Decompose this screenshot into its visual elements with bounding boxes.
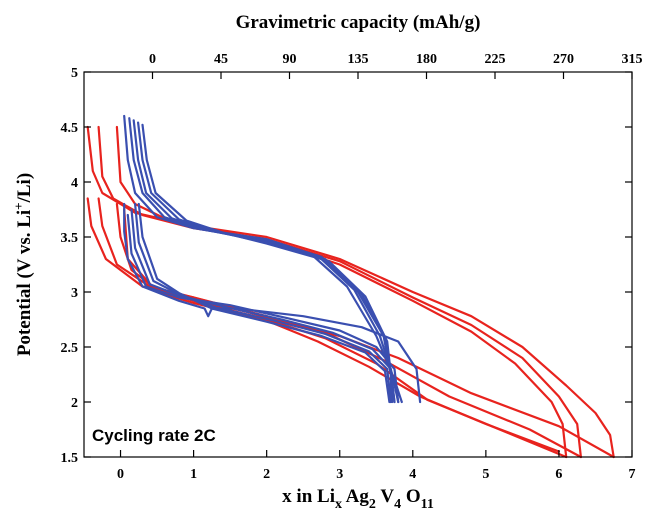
x2-tick-label: 45 [214, 52, 228, 67]
x2-tick-label: 0 [149, 52, 156, 67]
y-tick-label: 4.5 [61, 121, 79, 136]
x-axis-label-part: x in Li [282, 486, 335, 507]
series-line [115, 125, 568, 459]
x-tick-label: 4 [409, 467, 416, 482]
x-axis-label-part: 2 [369, 497, 376, 512]
series-line [86, 197, 615, 459]
series-line [123, 114, 403, 404]
x-tick-label: 7 [629, 467, 636, 482]
x-axis-label-part: 11 [421, 497, 434, 512]
series-line [128, 117, 400, 404]
y-tick-label: 5 [71, 66, 78, 81]
series-line [141, 123, 392, 404]
top-axis-label: Gravimetric capacity (mAh/g) [236, 12, 481, 33]
x-axis-label-part: O [401, 486, 421, 507]
y-axis-label: Potential (V vs. Li+/Li) [11, 173, 35, 356]
series-line [130, 208, 396, 404]
y-tick-label: 3 [71, 286, 78, 301]
x-axis-label-part: x [335, 497, 342, 512]
series-line [123, 208, 561, 453]
x-tick-label: 5 [482, 467, 489, 482]
series-line [134, 202, 392, 404]
x-axis-label: x in Lix Ag2 V4 O11 [282, 486, 434, 512]
y-tick-label: 2 [71, 396, 78, 411]
x2-tick-label: 90 [283, 52, 297, 67]
x-axis-label-part: V [376, 486, 394, 507]
cycling-rate-annotation: Cycling rate 2C [92, 426, 216, 445]
x-tick-label: 0 [117, 467, 124, 482]
x-tick-label: 2 [263, 467, 270, 482]
y-axis-label-part: /Li) [14, 173, 35, 204]
x-tick-label: 1 [190, 467, 197, 482]
y-tick-label: 1.5 [61, 451, 79, 466]
x-tick-label: 3 [336, 467, 343, 482]
y-tick-label: 2.5 [61, 341, 79, 356]
series-line [86, 125, 615, 459]
x2-tick-label: 135 [348, 52, 369, 67]
x2-tick-label: 180 [416, 52, 437, 67]
ticks: 0 1 2 3 4 5 6 70 45 90 135 180 225 270 3151.522.533.54… [61, 52, 643, 482]
x2-tick-label: 270 [553, 52, 574, 67]
x-axis-label-part: Ag [342, 486, 369, 507]
series-line [137, 202, 391, 404]
x2-tick-label: 315 [622, 52, 643, 67]
x2-tick-label: 225 [485, 52, 506, 67]
y-axis-label-part: + [11, 202, 26, 209]
series-line [97, 197, 583, 459]
y-tick-label: 3.5 [61, 231, 79, 246]
x-axis-label-part: 4 [394, 497, 401, 512]
series-line [123, 202, 422, 404]
y-tick-label: 4 [71, 176, 78, 191]
y-axis-label-part: Potential (V vs. Li [14, 210, 35, 356]
plot-lines [86, 114, 615, 459]
x-tick-label: 6 [555, 467, 562, 482]
series-line [97, 125, 583, 459]
series-line [126, 213, 400, 404]
